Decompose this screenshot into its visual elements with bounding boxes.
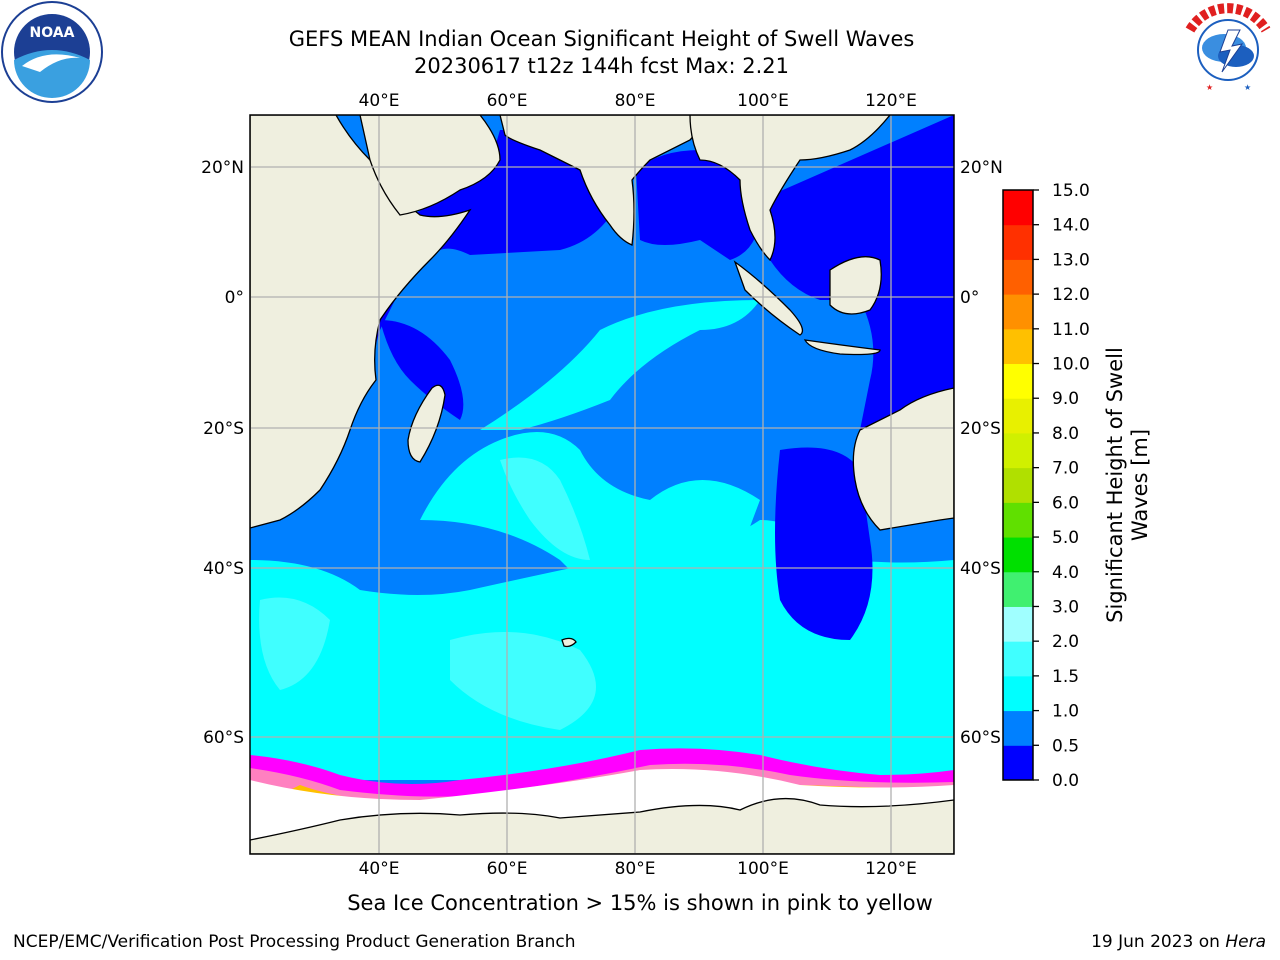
lat-tick-right: 40°S [960, 559, 1001, 579]
noaa-logo-text: NOAA [30, 25, 75, 41]
colorbar-frame [1002, 189, 1034, 781]
lat-tick-left: 20°N [201, 158, 244, 178]
map-subtitle: 20230617 t12z 144h fcst Max: 2.21 [414, 54, 789, 78]
lon-tick-bottom: 80°E [615, 859, 656, 879]
colorbar-label: Significant Height of Swell Waves [m] [1103, 335, 1153, 635]
colorbar-tick-label: 0.5 [1052, 736, 1079, 756]
lat-tick-right: 20°S [960, 419, 1001, 439]
colorbar-swatch [1003, 641, 1033, 677]
colorbar-tick-label: 1.5 [1052, 667, 1079, 687]
colorbar-tick-label: 10.0 [1052, 355, 1090, 375]
lon-tick-bottom: 40°E [359, 859, 400, 879]
colorbar-tick-label: 6.0 [1052, 493, 1079, 513]
swell-low-west-australia [775, 447, 873, 640]
svg-text:★: ★ [1244, 83, 1251, 92]
colorbar-tick-label: 9.0 [1052, 389, 1079, 409]
colorbar-label-line1: Significant Height of Swell [1103, 347, 1127, 623]
colorbar-swatch [1003, 328, 1033, 365]
colorbar-swatch [1003, 190, 1033, 226]
lon-tick-bottom: 60°E [487, 859, 528, 879]
svg-text:★: ★ [1206, 83, 1213, 92]
colorbar-tick-label: 7.0 [1052, 459, 1079, 479]
colorbar-tick-label: 5.0 [1052, 528, 1079, 548]
antarctica-land [250, 797, 954, 854]
swell-tongue-central [420, 432, 760, 640]
sea-ice-note: Sea Ice Concentration > 15% is shown in … [347, 891, 933, 915]
australia-land [852, 387, 954, 531]
swell-patch-south [450, 632, 596, 730]
lat-tick-right: 20°N [960, 158, 1003, 178]
colorbar-swatch [1003, 259, 1033, 295]
colorbar-swatch [1003, 502, 1033, 538]
lat-tick-right: 0° [960, 288, 979, 308]
colorbar-swatch [1003, 537, 1033, 573]
borneo-land [829, 256, 882, 315]
swell-low-bengal [636, 150, 760, 260]
colorbar-tick-label: 11.0 [1052, 320, 1090, 340]
colorbar-tick-label: 4.0 [1052, 563, 1079, 583]
date-value: 19 Jun 2023 on [1091, 932, 1226, 952]
colorbar-tick-label: 0.0 [1052, 771, 1079, 791]
lat-tick-left: 20°S [203, 419, 244, 439]
colorbar-swatch [1003, 467, 1033, 503]
colorbar-tick-label: 1.0 [1052, 702, 1079, 722]
map-frame [249, 114, 955, 855]
southeast-asia-land [689, 115, 891, 262]
colorbar-tick-label: 14.0 [1052, 216, 1090, 236]
lat-tick-left: 60°S [203, 728, 244, 748]
lon-tick-top: 40°E [359, 91, 400, 111]
colorbar-swatch [1003, 432, 1033, 469]
india-land [499, 115, 696, 246]
colorbar-tick-label: 13.0 [1052, 250, 1090, 270]
lon-tick-top: 100°E [737, 91, 789, 111]
nws-logo: ★ ★ [1182, 3, 1274, 96]
kerguelen-island [561, 637, 577, 648]
colorbar-tick-label: 2.0 [1052, 632, 1079, 652]
lon-tick-top: 80°E [615, 91, 656, 111]
madagascar-land [407, 384, 446, 463]
lat-tick-left: 40°S [203, 559, 244, 579]
colorbar-swatch [1003, 363, 1033, 399]
colorbar-swatch [1003, 675, 1033, 712]
colorbar-swatch [1003, 294, 1033, 330]
colorbar-label-line2: Waves [m] [1128, 428, 1152, 542]
sumatra-land [733, 260, 804, 336]
arabia-land [359, 115, 501, 216]
colorbar-swatch [1003, 224, 1033, 260]
colorbar-ticks: 0.0 0.5 1.0 1.5 2.0 3.0 4.0 5.0 6.0 7.0 8.0 9.0 10.0… [1033, 181, 1090, 791]
colorbar-swatch [1003, 606, 1033, 642]
swell-patch-1.5-2 [500, 457, 590, 560]
colorbar-tick-label: 12.0 [1052, 285, 1090, 305]
swell-patch-west [259, 597, 330, 690]
lat-tick-left: 0° [225, 288, 244, 308]
colorbar-swatch [1003, 745, 1033, 781]
colorbar-tick-label: 15.0 [1052, 181, 1090, 201]
map-gridlines [250, 115, 954, 854]
swell-low-arabian [330, 130, 625, 430]
credit-text: NCEP/EMC/Verification Post Processing Pr… [13, 932, 576, 952]
lon-tick-top: 60°E [487, 91, 528, 111]
colorbar-tick-label: 3.0 [1052, 597, 1079, 617]
colorbar [1002, 189, 1034, 781]
colorbar-swatch [1003, 571, 1033, 607]
colorbar-swatch [1003, 398, 1033, 434]
noaa-logo: NOAA [1, 1, 103, 103]
date-text: 19 Jun 2023 on Hera [1091, 932, 1266, 952]
map-title: GEFS MEAN Indian Ocean Significant Heigh… [288, 27, 915, 51]
colorbar-swatch [1003, 710, 1033, 746]
lon-tick-bottom: 100°E [737, 859, 789, 879]
host-name: Hera [1225, 932, 1266, 952]
lon-tick-top: 120°E [865, 91, 917, 111]
map-plot-area [250, 115, 954, 854]
java-land [803, 339, 881, 356]
lon-tick-bottom: 120°E [865, 859, 917, 879]
lat-tick-right: 60°S [960, 728, 1001, 748]
colorbar-tick-label: 8.0 [1052, 424, 1079, 444]
swell-equatorial [480, 300, 760, 430]
